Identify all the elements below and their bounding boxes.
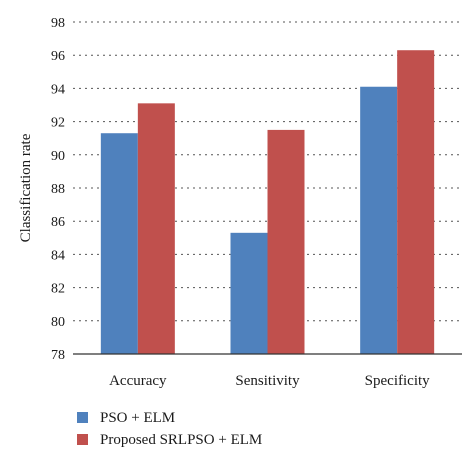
y-tick-label: 88 — [51, 182, 65, 197]
y-tick-label: 84 — [51, 248, 65, 263]
y-axis-title: Classification rate — [18, 133, 34, 242]
bar-srlpso-elm-sensitivity — [267, 129, 305, 354]
y-tick-label: 94 — [51, 82, 65, 97]
legend-swatch — [77, 434, 88, 445]
bars — [100, 50, 435, 355]
bar-pso-elm-sensitivity — [230, 232, 268, 354]
y-tick-label: 90 — [51, 149, 65, 164]
category-label: Specificity — [365, 373, 430, 389]
bar-srlpso-elm-accuracy — [137, 103, 175, 354]
legend: PSO + ELM Proposed SRLPSO + ELM — [77, 410, 262, 448]
category-label: Accuracy — [109, 373, 167, 389]
legend-swatch — [77, 412, 88, 423]
y-tick-label: 92 — [51, 116, 65, 131]
y-tick-label: 98 — [51, 16, 65, 31]
y-tick-label: 82 — [51, 282, 65, 297]
y-tick-label: 96 — [51, 49, 65, 64]
y-tick-label: 86 — [51, 215, 65, 230]
y-tick-label: 80 — [51, 315, 65, 330]
bar-srlpso-elm-specificity — [397, 50, 435, 354]
legend-label: Proposed SRLPSO + ELM — [100, 432, 262, 448]
y-tick-labels: 78 80 82 84 86 88 90 92 94 96 98 — [51, 16, 65, 363]
category-labels: Accuracy Sensitivity Specificity — [109, 373, 430, 389]
y-tick-label: 78 — [51, 348, 65, 363]
bar-pso-elm-accuracy — [100, 133, 138, 354]
legend-label: PSO + ELM — [100, 410, 175, 426]
bar-pso-elm-specificity — [360, 86, 398, 355]
category-label: Sensitivity — [235, 373, 300, 389]
